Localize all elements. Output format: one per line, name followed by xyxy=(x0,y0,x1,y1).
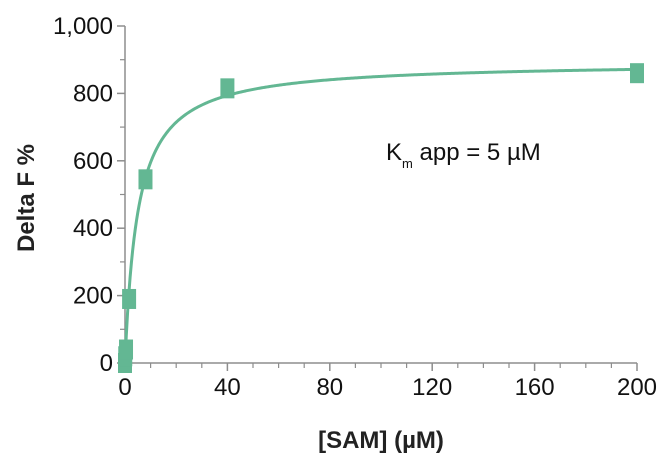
data-point xyxy=(119,339,134,360)
y-tick-label: 200 xyxy=(73,283,113,310)
y-tick-label: 400 xyxy=(73,215,113,242)
fit-curve-layer xyxy=(123,67,639,365)
y-axis-title: Delta F % xyxy=(13,144,40,252)
labels-layer: 0 200 400 600 800 1,000 0 40 80 120 160 200 xyxy=(53,13,657,401)
data-point xyxy=(220,78,235,99)
x-tick-label: 40 xyxy=(214,374,241,401)
data-point xyxy=(122,288,137,309)
y-tick-label: 600 xyxy=(73,148,113,175)
data-point xyxy=(138,169,153,190)
x-tick-label: 120 xyxy=(412,374,452,401)
km-annotation-prefix: K xyxy=(386,139,402,166)
data-points-layer xyxy=(118,63,644,373)
x-tick-label: 160 xyxy=(515,374,555,401)
y-tick-label: 0 xyxy=(100,350,113,377)
km-annotation-subscript: m xyxy=(402,156,413,171)
data-point xyxy=(630,63,644,84)
y-tick-label: 1,000 xyxy=(53,13,113,40)
x-tick-label: 0 xyxy=(118,374,131,401)
y-tick-label: 800 xyxy=(73,80,113,107)
km-annotation-suffix: app = 5 µM xyxy=(413,139,541,166)
fit-curve xyxy=(123,67,639,365)
x-axis-title: [SAM] (µM) xyxy=(318,427,444,454)
x-tick-label: 80 xyxy=(316,374,343,401)
x-tick-label: 200 xyxy=(617,374,657,401)
km-annotation: Km app = 5 µM xyxy=(386,139,541,171)
